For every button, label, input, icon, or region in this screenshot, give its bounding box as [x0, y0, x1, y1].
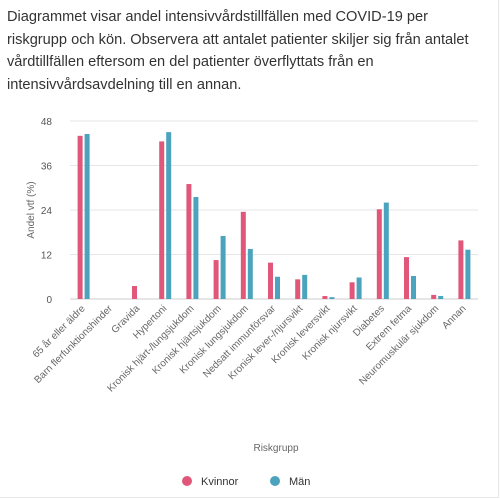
y-tick-label: 24: [41, 206, 53, 217]
y-tick-label: 48: [41, 117, 53, 128]
bar-man[interactable]: [275, 276, 280, 299]
bar-man[interactable]: [302, 274, 308, 299]
bar-man[interactable]: [438, 296, 444, 299]
legend-marker: [182, 476, 192, 486]
y-axis-title: Andel vtf (%): [26, 181, 37, 238]
bar-kvinnor[interactable]: [404, 257, 409, 299]
bar-kvinnor[interactable]: [77, 135, 83, 299]
bar-kvinnor[interactable]: [376, 209, 382, 299]
bar-man[interactable]: [383, 202, 389, 299]
bar-man[interactable]: [247, 248, 253, 299]
legend-label: Män: [289, 476, 310, 488]
bar-man[interactable]: [411, 276, 416, 299]
bar-kvinnor[interactable]: [132, 286, 137, 299]
bar-kvinnor[interactable]: [268, 262, 273, 299]
legend-item-man[interactable]: Män: [270, 476, 310, 488]
bar-man[interactable]: [166, 132, 172, 299]
legend-marker: [270, 476, 280, 486]
bar-kvinnor[interactable]: [240, 211, 246, 299]
x-tick-label: Annan: [440, 303, 468, 331]
x-axis-title: Riskgrupp: [253, 443, 298, 454]
bar-kvinnor[interactable]: [458, 240, 464, 299]
bar-man[interactable]: [84, 133, 90, 299]
y-tick-label: 0: [46, 295, 52, 306]
bar-man[interactable]: [220, 235, 226, 299]
bars: [77, 132, 471, 299]
y-tick-label: 12: [41, 251, 53, 262]
grid-lines: [70, 120, 478, 300]
y-tick-label: 36: [41, 162, 53, 173]
bar-kvinnor[interactable]: [322, 296, 328, 299]
chart-description: Diagrammet visar andel intensivvårdstill…: [7, 9, 469, 93]
bar-kvinnor[interactable]: [349, 282, 355, 299]
bar-kvinnor[interactable]: [295, 279, 301, 299]
bar-kvinnor[interactable]: [186, 184, 192, 299]
bar-man[interactable]: [329, 297, 335, 299]
bar-kvinnor[interactable]: [213, 260, 219, 299]
legend-label: Kvinnor: [201, 476, 239, 488]
y-axis-ticks: 0 12 24 36 48: [41, 117, 53, 306]
bar-man[interactable]: [356, 277, 362, 299]
bar-man[interactable]: [465, 249, 471, 299]
bar-kvinnor[interactable]: [159, 141, 165, 299]
legend: Kvinnor Män: [182, 476, 310, 488]
bar-kvinnor[interactable]: [431, 294, 437, 299]
legend-item-kvinnor[interactable]: Kvinnor: [182, 476, 239, 488]
bar-man[interactable]: [193, 197, 199, 299]
